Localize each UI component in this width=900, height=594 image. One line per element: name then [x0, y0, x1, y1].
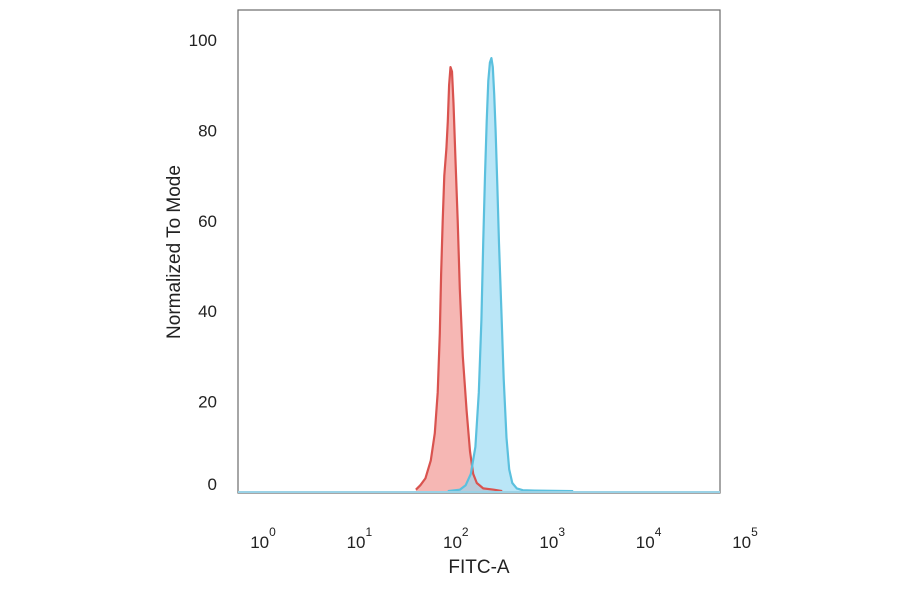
x-tick-label: 100: [250, 525, 276, 552]
y-tick-label: 80: [198, 121, 217, 140]
y-tick-label: 100: [189, 31, 217, 50]
y-tick-label: 60: [198, 212, 217, 231]
series-layer: [415, 57, 574, 493]
y-axis-title: Normalized To Mode: [164, 165, 185, 339]
x-tick-label: 105: [732, 525, 758, 552]
y-tick-label: 40: [198, 302, 217, 321]
y-tick-label: 20: [198, 393, 217, 412]
x-tick-labels: 100 101 102 103 104 105: [250, 525, 758, 552]
x-tick-label: 101: [347, 525, 373, 552]
x-tick-label: 104: [636, 525, 662, 552]
histogram-line-2: [447, 57, 574, 493]
y-tick-label: 0: [208, 475, 217, 494]
x-tick-label: 102: [443, 525, 469, 552]
x-axis-title: FITC-A: [448, 557, 510, 578]
x-tick-label: 103: [539, 525, 565, 552]
y-tick-labels: 0 20 40 60 80 100: [189, 31, 217, 494]
